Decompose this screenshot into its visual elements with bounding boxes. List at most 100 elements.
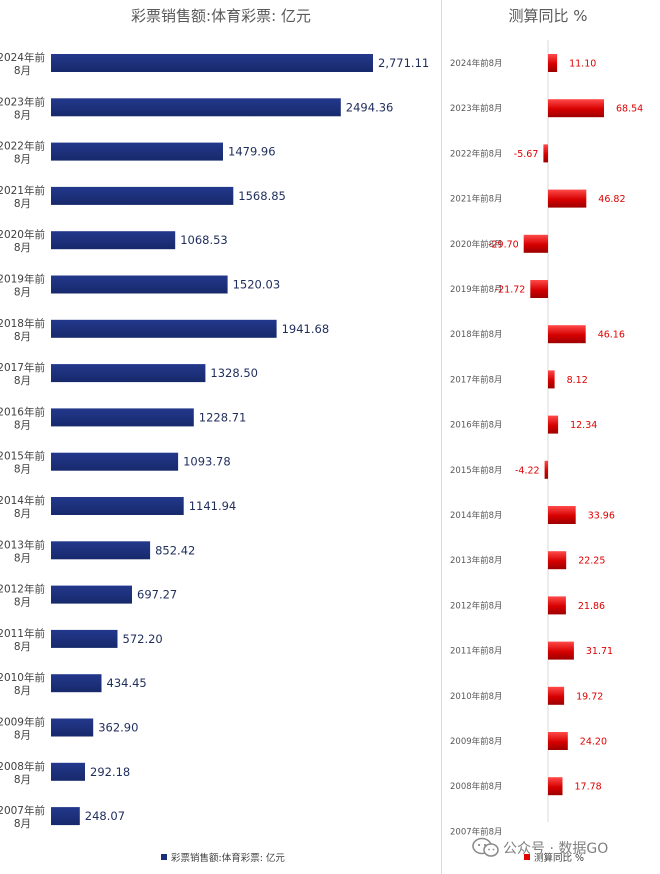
sales-value-label: 292.18 [90,765,130,779]
sales-bar [51,718,94,737]
sales-value-label: 852.42 [155,543,195,557]
sales-category-label: 2009年前 [0,716,45,729]
sales-category-label: 2017年前 [0,361,45,374]
sales-legend-swatch [161,854,167,860]
growth-category-label: 2022年前8月 [450,148,503,159]
growth-bar [544,460,548,479]
sales-value-label: 572.20 [123,632,163,646]
sales-category-label-line2: 8月 [14,419,31,431]
growth-category-label: 2009年前8月 [450,736,503,747]
growth-category-label: 2018年前8月 [450,329,503,340]
sales-bar [51,186,234,205]
sales-bar [51,364,206,383]
growth-category-label: 2012年前8月 [450,600,503,611]
growth-category-label: 2023年前8月 [450,103,503,114]
sales-category-label-line2: 8月 [14,464,31,476]
growth-value-label: 17.78 [575,782,602,793]
growth-category-label: 2013年前8月 [450,555,503,566]
sales-category-label-line2: 8月 [14,375,31,387]
sales-value-label: 1941.68 [282,322,330,336]
sales-bar [51,408,194,427]
sales-value-label: 434.45 [107,676,147,690]
growth-bar [548,506,576,524]
growth-bar [548,54,558,72]
sales-bar [51,541,151,560]
sales-value-label: 1141.94 [189,499,237,513]
growth-category-label: 2019年前8月 [450,284,503,295]
sales-category-label: 2022年前 [0,140,45,153]
growth-bar [523,234,548,253]
growth-chart-panel: 测算同比 % 2024年前8月 11.10 2023年前8月 68.54 2022年前8… [442,0,660,874]
growth-value-label: -21.72 [495,285,526,296]
sales-category-label: 2016年前 [0,405,45,418]
sales-chart-title: 彩票销售额:体育彩票: 亿元 [131,7,311,25]
watermark-text: 公众号 · 数据GO [503,841,608,857]
growth-category-label: 2016年前8月 [450,420,503,431]
sales-value-label: 1479.96 [228,145,276,159]
sales-category-label: 2013年前 [0,538,45,551]
sales-category-label: 2024年前 [0,51,45,64]
sales-chart-panel: 彩票销售额:体育彩票: 亿元 2024年前 8月 2,771.11 2023年前 8月 2… [0,7,429,864]
growth-bar [548,551,567,570]
sales-category-label: 2019年前 [0,273,45,286]
growth-bar [543,144,548,163]
sales-bar [51,54,373,72]
growth-bar [548,686,565,705]
growth-category-label: 2015年前8月 [450,465,503,476]
growth-value-label: -4.22 [515,465,540,476]
growth-category-label: 2011年前8月 [450,646,503,657]
growth-bar [548,732,568,750]
sales-category-label-line2: 8月 [14,242,31,254]
sales-value-label: 697.27 [137,588,177,602]
growth-value-label: 46.16 [598,330,625,341]
sales-bar [51,629,118,648]
sales-category-label: 2010年前 [0,671,45,684]
growth-bar [548,189,587,208]
growth-value-label: 11.10 [569,59,596,70]
sales-bar [51,585,132,604]
growth-bar [548,325,586,344]
watermark-graphic: 公众号 · 数据GO [472,837,608,857]
sales-bar [51,674,102,693]
growth-value-label: 22.25 [578,556,605,567]
sales-category-label: 2021年前 [0,184,45,197]
sales-legend-label: 彩票销售额:体育彩票: 亿元 [171,852,285,864]
wechat-icon [472,837,499,857]
panel-divider [441,0,442,874]
sales-category-label-line2: 8月 [14,730,31,742]
sales-value-label: 2,771.11 [378,56,429,70]
sales-value-label: 1068.53 [180,233,228,247]
sales-bar [51,319,277,338]
growth-category-label: 2021年前8月 [450,194,503,205]
sales-category-label: 2020年前 [0,228,45,241]
growth-legend-label: 测算同比 % [534,852,584,864]
growth-category-label: 2014年前8月 [450,510,503,521]
sales-bar [51,452,179,471]
sales-value-label: 2494.36 [346,100,394,114]
growth-value-label: -5.67 [514,149,539,160]
growth-value-label: 46.82 [598,194,625,205]
sales-bar [51,762,85,781]
growth-value-label: 33.96 [588,511,615,522]
sales-category-label-line2: 8月 [14,552,31,564]
sales-value-label: 1228.71 [199,410,247,424]
sales-category-label: 2014年前 [0,494,45,507]
growth-category-label: 2010年前8月 [450,691,503,702]
sales-bar-chart: 彩票销售额:体育彩票: 亿元 2024年前8月2,771.112023年前8月2… [0,7,429,864]
sales-category-label-line2: 8月 [14,508,31,520]
sales-category-label-line2: 8月 [14,287,31,299]
sales-value-label: 248.07 [85,809,125,823]
growth-bar [548,596,566,615]
growth-value-label: 68.54 [616,104,643,115]
growth-bar [548,415,559,434]
growth-category-label: 2020年前8月 [450,239,503,250]
sales-category-label-line2: 8月 [14,597,31,609]
growth-bar [530,280,548,298]
sales-bar [51,142,223,161]
sales-bar [51,807,80,826]
sales-bar [51,497,184,515]
growth-bar [548,641,574,660]
sales-value-label: 362.90 [98,721,138,735]
growth-category-label: 2007年前8月 [450,826,503,837]
sales-category-label: 2007年前 [0,804,45,817]
